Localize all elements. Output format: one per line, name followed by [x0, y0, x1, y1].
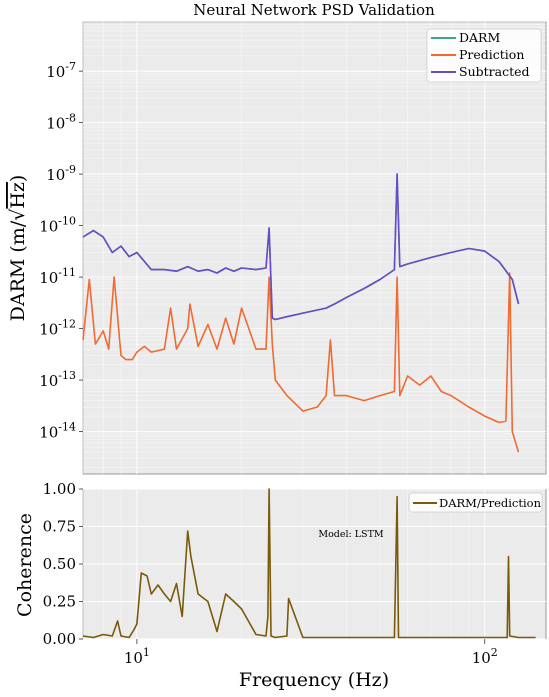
- legend-label-subtracted: Subtracted: [459, 64, 530, 79]
- coherence-y-tick-label: 0.25: [43, 593, 76, 611]
- coherence-grid: [82, 488, 546, 640]
- x-tick-label: 101: [124, 646, 150, 667]
- psd-y-tick-label: 10-8: [46, 112, 76, 133]
- coherence-legend-box: [408, 492, 543, 513]
- chart-title: Neural Network PSD Validation: [193, 1, 435, 19]
- x-axis-label: Frequency (Hz): [239, 669, 389, 691]
- psd-y-tick-label: 10-12: [39, 318, 76, 339]
- coherence-series-group: [82, 488, 536, 639]
- psd-y-axis-label: DARM (m/√Hz): [7, 175, 29, 322]
- psd-series-group: [82, 173, 520, 453]
- coherence-y-tick-label: 0.50: [43, 555, 76, 573]
- coherence-chart: 0.00 0.25 0.50 0.75 1.00 101 102 Coherence Fr…: [14, 480, 547, 691]
- psd-y-tick-label: 10-7: [46, 60, 76, 81]
- prediction-line: [82, 272, 520, 453]
- model-annotation: Model: LSTM: [318, 529, 384, 540]
- psd-grid: [82, 21, 546, 474]
- coherence-line: [82, 488, 536, 639]
- coherence-y-axis-label: Coherence: [14, 513, 36, 617]
- coherence-y-tick-label: 0.75: [43, 518, 76, 536]
- psd-plot-area: [82, 21, 547, 475]
- psd-y-tick-label: 10-11: [39, 266, 76, 287]
- x-tick-label: 102: [472, 646, 498, 667]
- subtracted-line: [82, 173, 520, 321]
- psd-legend-box: [426, 28, 542, 83]
- coherence-x-ticks: 101 102: [124, 639, 498, 667]
- coherence-y-tick-label: 0.00: [43, 630, 76, 648]
- psd-legend: DARM Prediction Subtracted: [426, 28, 542, 83]
- psd-chart: Neural Network PSD Validation 10-14 10-13…: [7, 1, 547, 475]
- psd-y-ticks: 10-14 10-13 10-12 10-11 10-10 10-9 10-8 10-7: [39, 60, 83, 442]
- coherence-y-ticks: 0.00 0.25 0.50 0.75 1.00: [43, 480, 83, 648]
- psd-y-tick-label: 10-13: [39, 369, 76, 390]
- coherence-legend: DARM/Prediction: [408, 492, 543, 513]
- coherence-y-tick-label: 1.00: [43, 480, 76, 498]
- legend-label-darm: DARM: [459, 30, 500, 45]
- legend-label-prediction: Prediction: [459, 47, 524, 62]
- psd-y-tick-label: 10-14: [39, 421, 76, 442]
- legend-label-darm-prediction: DARM/Prediction: [439, 496, 542, 510]
- psd-y-tick-label: 10-10: [39, 215, 76, 236]
- psd-y-tick-label: 10-9: [46, 163, 76, 184]
